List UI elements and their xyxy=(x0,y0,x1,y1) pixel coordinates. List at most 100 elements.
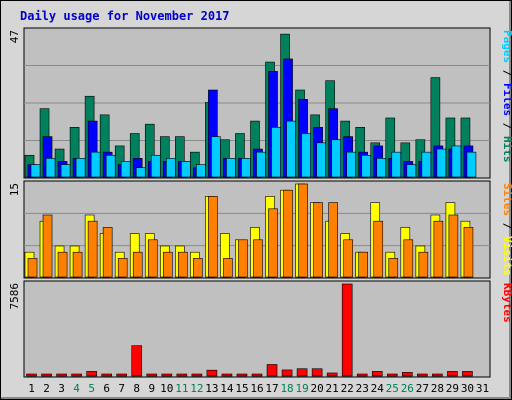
bar-sites-day-22 xyxy=(343,239,353,278)
x-tick-day-11: 11 xyxy=(175,382,188,395)
bar-pages-day-8 xyxy=(135,167,146,178)
x-tick-day-15: 15 xyxy=(235,382,248,395)
bar-pages-day-26 xyxy=(406,164,417,178)
panel-sites-visits: 15 Sites / Visits xyxy=(8,180,512,279)
bar-pages-day-30 xyxy=(466,151,477,178)
bar-pages-day-3 xyxy=(60,164,71,178)
bar-sites-day-12 xyxy=(193,258,203,278)
plot-area xyxy=(23,280,491,378)
y-max-label: 15 xyxy=(8,183,21,196)
x-tick-day-25: 25 xyxy=(386,382,399,395)
bar-pages-day-4 xyxy=(75,158,86,178)
bar-kbytes-day-21 xyxy=(326,372,338,377)
x-tick-day-18: 18 xyxy=(280,382,293,395)
bar-sites-day-26 xyxy=(403,239,414,278)
bar-sites-day-29 xyxy=(448,214,459,278)
y-max-label: 47 xyxy=(8,30,21,43)
x-tick-day-30: 30 xyxy=(461,382,474,395)
bar-sites-day-3 xyxy=(57,251,68,278)
bar-sites-day-10 xyxy=(162,251,173,278)
axis-label-part: / xyxy=(501,116,512,136)
bar-pages-day-29 xyxy=(451,145,462,178)
x-tick-day-20: 20 xyxy=(311,382,324,395)
bar-kbytes-day-6 xyxy=(101,373,112,377)
bar-kbytes-day-16 xyxy=(251,373,263,377)
bar-pages-day-28 xyxy=(436,148,447,178)
axis-label-part: Sites xyxy=(501,183,512,216)
bar-sites-day-15 xyxy=(238,239,248,278)
bar-pages-day-14 xyxy=(226,158,236,178)
bar-pages-day-17 xyxy=(271,126,281,178)
x-tick-labels: 1 2 3 4 5 6 7 8 9 10 11 12 13 14 15 16 17 18 19 20 21 22 23 24 2… xyxy=(28,382,489,395)
bar-pages-day-16 xyxy=(256,151,266,178)
x-tick-day-9: 9 xyxy=(148,382,155,395)
axis-label-part: Pages xyxy=(501,30,512,63)
bar-pages-day-5 xyxy=(90,151,101,178)
x-tick-day-5: 5 xyxy=(88,382,95,395)
bar-sites-day-6 xyxy=(102,227,113,278)
bar-kbytes-day-1 xyxy=(26,373,37,377)
bar-pages-day-21 xyxy=(331,139,341,178)
bar-kbytes-day-17 xyxy=(266,364,278,377)
y-max-label: 7586 xyxy=(8,283,21,310)
x-tick-day-12: 12 xyxy=(190,382,203,395)
axis-label-part: KBytes xyxy=(501,283,512,323)
bar-kbytes-day-5 xyxy=(86,371,97,377)
series-sites xyxy=(27,183,474,278)
bar-pages-day-24 xyxy=(376,158,387,178)
x-tick-day-17: 17 xyxy=(265,382,278,395)
panel-pages-files-hits: 47 Pages / Files / Hits xyxy=(8,27,512,179)
bar-kbytes-day-12 xyxy=(191,373,203,377)
chart-title: Daily usage for November 2017 xyxy=(20,9,230,23)
x-tick-day-2: 2 xyxy=(43,382,50,395)
bar-pages-day-23 xyxy=(361,154,372,178)
bar-kbytes-day-25 xyxy=(386,373,398,377)
bar-kbytes-day-14 xyxy=(221,373,233,377)
bar-kbytes-day-27 xyxy=(417,373,428,377)
bar-kbytes-day-3 xyxy=(56,373,67,377)
bar-pages-day-22 xyxy=(346,151,356,178)
axis-label-part: Files xyxy=(501,83,512,116)
bar-sites-day-25 xyxy=(388,258,399,278)
bar-kbytes-day-23 xyxy=(356,373,368,377)
bar-pages-day-7 xyxy=(120,161,131,178)
axis-label-part: / xyxy=(501,63,512,83)
x-tick-day-16: 16 xyxy=(250,382,263,395)
series-axis-label: Sites / Visits xyxy=(501,183,512,276)
bar-sites-day-17 xyxy=(268,208,278,278)
bar-sites-day-24 xyxy=(373,220,384,278)
bar-kbytes-day-18 xyxy=(281,369,293,377)
x-tick-day-22: 22 xyxy=(341,382,354,395)
bar-sites-day-11 xyxy=(178,251,188,278)
bar-sites-day-28 xyxy=(433,220,444,278)
x-tick-day-28: 28 xyxy=(431,382,444,395)
bar-pages-day-2 xyxy=(45,158,56,178)
x-tick-day-27: 27 xyxy=(416,382,429,395)
axis-label-part: Visits xyxy=(501,236,512,276)
bar-pages-day-19 xyxy=(301,133,311,178)
panel-kbytes: 7586 KBytes xyxy=(8,280,512,378)
x-tick-day-29: 29 xyxy=(446,382,459,395)
bar-sites-day-21 xyxy=(328,202,338,278)
bar-kbytes-day-13 xyxy=(206,369,218,377)
x-tick-day-21: 21 xyxy=(326,382,339,395)
bar-pages-day-25 xyxy=(391,151,402,178)
series-pages xyxy=(30,120,477,178)
x-tick-day-14: 14 xyxy=(220,382,234,395)
bar-pages-day-9 xyxy=(150,154,161,178)
bar-sites-day-14 xyxy=(223,258,233,278)
bar-sites-day-4 xyxy=(72,251,83,278)
bar-kbytes-day-22 xyxy=(341,283,353,377)
chart-panels: 47 Pages / Files / Hits 15 Sites / Visits 75… xyxy=(8,27,512,378)
bar-sites-day-16 xyxy=(253,239,263,278)
x-tick-day-24: 24 xyxy=(371,382,385,395)
bar-kbytes-day-9 xyxy=(146,373,158,377)
bar-kbytes-day-10 xyxy=(161,373,173,377)
bar-pages-day-10 xyxy=(165,158,176,178)
x-tick-day-31: 31 xyxy=(476,382,489,395)
x-tick-day-19: 19 xyxy=(295,382,308,395)
bar-kbytes-day-11 xyxy=(176,373,188,377)
bar-pages-day-15 xyxy=(241,158,251,178)
x-tick-day-26: 26 xyxy=(401,382,414,395)
